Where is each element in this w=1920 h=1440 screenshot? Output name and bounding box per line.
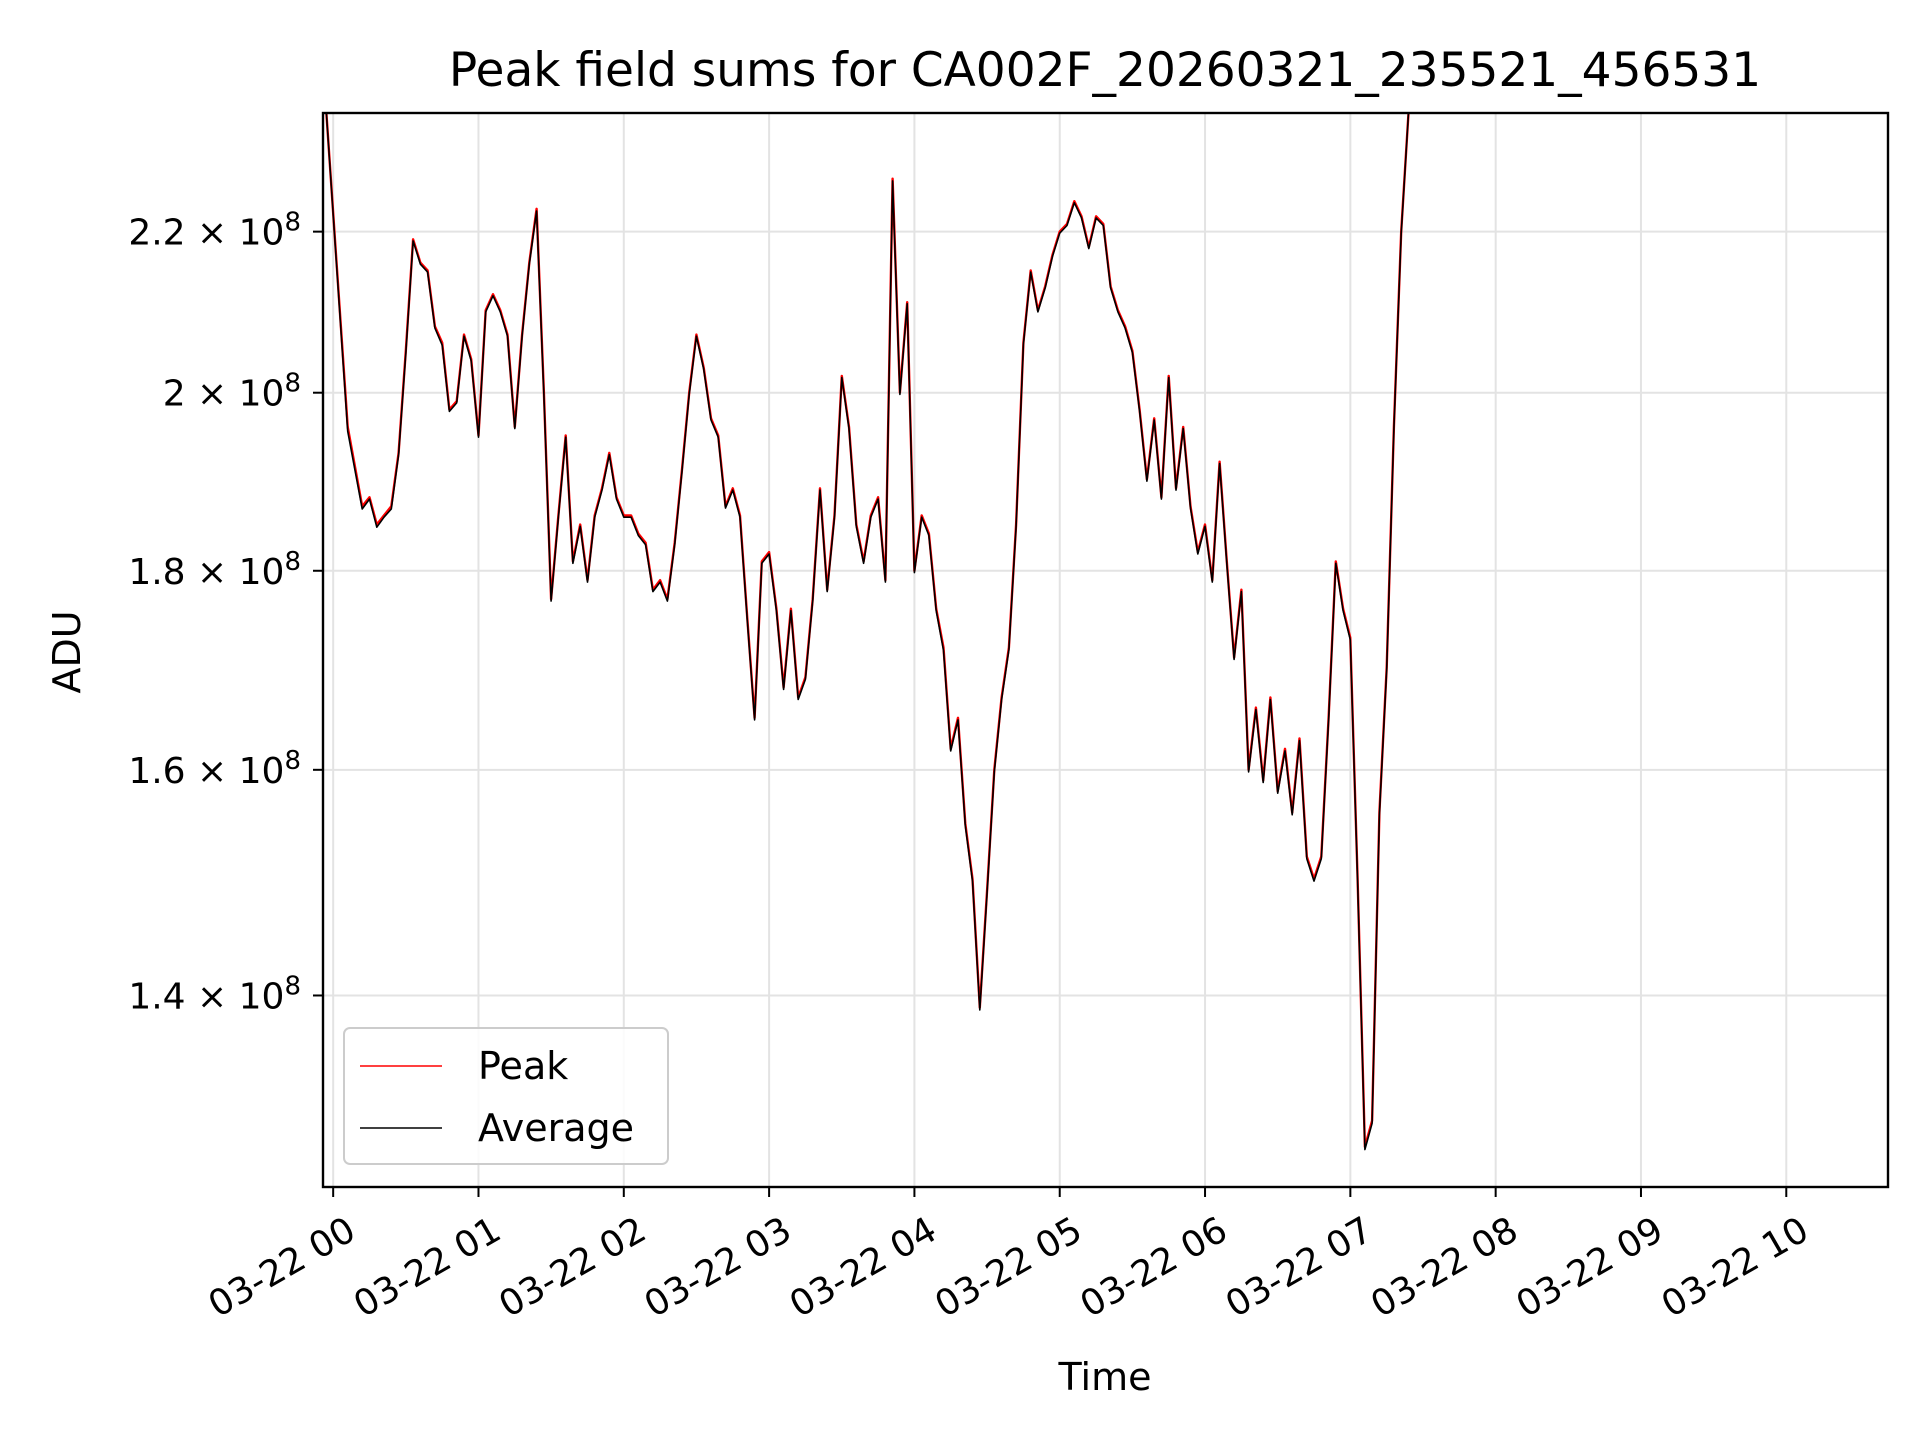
y-tick-label: 2 × 108 [163, 369, 301, 415]
chart-title: Peak field sums for CA002F_20260321_2355… [449, 43, 1761, 98]
legend-box [343, 1027, 669, 1165]
x-axis-label: Time [1058, 1355, 1152, 1399]
y-tick-label: 1.4 × 108 [128, 971, 301, 1017]
y-tick-label: 1.6 × 108 [128, 746, 301, 792]
legend-label-peak: Peak [478, 1044, 568, 1088]
grid [323, 113, 1888, 1187]
axes-frame [321, 111, 1890, 1189]
y-axis-label: ADU [45, 610, 89, 693]
legend: Peak Average [343, 1027, 669, 1165]
y-tick-label: 1.8 × 108 [128, 547, 301, 593]
series-lines [325, 113, 1410, 1151]
series-line-average [325, 113, 1410, 1151]
y-tick-label: 2.2 × 108 [128, 208, 301, 254]
legend-label-average: Average [478, 1106, 634, 1150]
